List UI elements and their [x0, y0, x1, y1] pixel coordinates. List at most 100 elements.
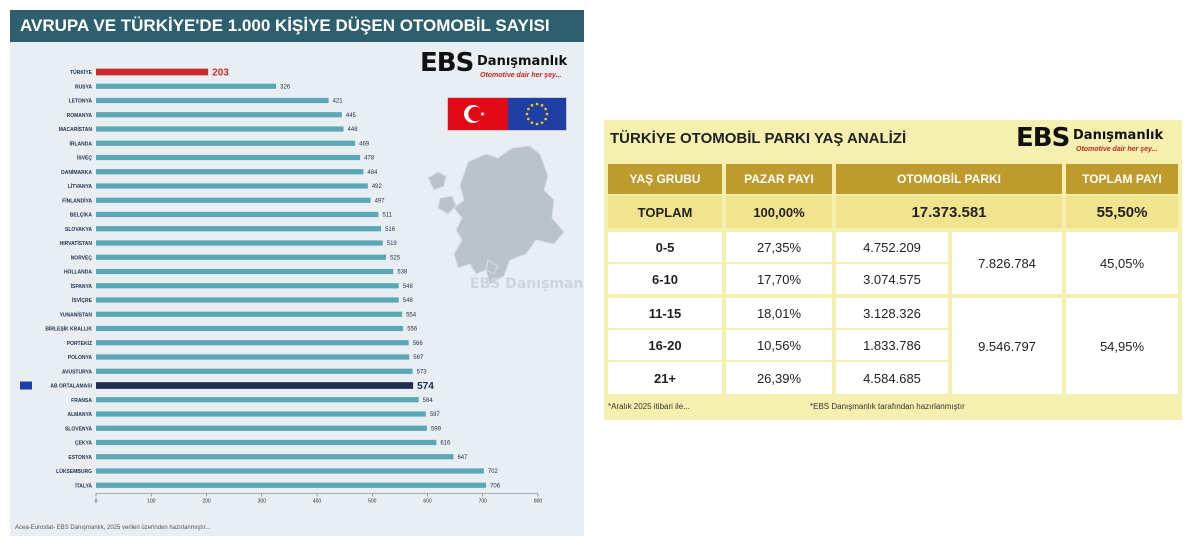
row-share: 26,39%: [726, 362, 832, 394]
data-label: 706: [490, 483, 501, 489]
bar: [96, 425, 427, 431]
country-label: ROMANYA: [67, 113, 93, 119]
country-label: İRLANDA: [70, 140, 93, 147]
fleet-age-panel: TÜRKİYE OTOMOBİL PARKI YAŞ ANALİZİ EBS D…: [604, 120, 1182, 420]
bar: [96, 254, 387, 260]
data-label: 516: [385, 227, 396, 233]
bar: [96, 325, 404, 332]
data-label: 566: [413, 341, 424, 347]
source-note: *EBS Danışmanlık tarafından hazırlanmışt…: [810, 402, 965, 411]
country-label: İSVİÇRE: [72, 297, 93, 304]
bar: [96, 83, 277, 89]
data-label: 554: [406, 312, 417, 318]
bar: [96, 126, 344, 132]
bar: [96, 454, 454, 460]
country-label: SLOVENYA: [65, 426, 92, 432]
row-share: 10,56%: [726, 330, 832, 360]
x-tick-label: 100: [147, 499, 156, 505]
country-label: İSVEÇ: [77, 155, 92, 162]
data-label: 492: [372, 184, 383, 190]
total-share: 100,00%: [726, 196, 832, 228]
country-label: BELÇİKA: [70, 212, 93, 219]
row-group: 6-10: [608, 264, 722, 294]
bar-chart: EBS Danışmanlık TÜRKİYE 203 RUSYA 326 LETONY…: [20, 68, 584, 505]
x-tick-label: 400: [313, 499, 322, 505]
bar: [96, 311, 403, 317]
table-header-area: TÜRKİYE OTOMOBİL PARKI YAŞ ANALİZİ EBS D…: [604, 120, 1182, 160]
row-group: 0-5: [608, 232, 722, 262]
data-label: 525: [390, 255, 401, 261]
country-label: AVUSTURYA: [62, 369, 92, 375]
country-label: MACARİSTAN: [59, 126, 93, 133]
data-label: 573: [417, 369, 428, 375]
x-tick-label: 300: [258, 499, 267, 505]
x-tick-label: 800: [534, 499, 543, 505]
country-label: POLONYA: [68, 355, 93, 361]
row-share: 17,70%: [726, 264, 832, 294]
bar: [96, 211, 379, 218]
data-label: 203: [212, 68, 229, 79]
source-note: Acea-Eurostat- EBS Danışmanlık, 2025 ver…: [15, 525, 211, 531]
country-label: SLOVAKYA: [65, 227, 92, 233]
ebs-logo: EBS Danışmanlık Otomotive dair her şey..…: [420, 48, 568, 79]
bar: [96, 183, 368, 189]
country-label: ESTONYA: [68, 455, 92, 461]
country-label: BİRLEŞİK KRALLIK: [45, 326, 92, 333]
data-label: 574: [417, 381, 434, 392]
country-label: İSPANYA: [71, 283, 93, 290]
country-label: HOLLANDA: [64, 270, 92, 276]
row-park: 4.752.209: [836, 232, 948, 262]
x-tick-label: 0: [95, 499, 98, 505]
header-car-park: OTOMOBİL PARKI: [836, 164, 1062, 194]
bar: [96, 482, 487, 488]
country-label: FRANSA: [71, 398, 92, 404]
data-label: 548: [403, 298, 414, 304]
europe-map-icon: [427, 145, 565, 285]
header-age-group: YAŞ GRUBU: [608, 164, 722, 194]
data-label: 484: [367, 170, 378, 176]
data-label: 616: [440, 441, 451, 447]
bar: [96, 382, 414, 389]
data-label: 597: [430, 412, 441, 418]
turkey-flag-icon: [448, 98, 508, 130]
eu-flag-icon: [508, 98, 566, 130]
row-park: 1.833.786: [836, 330, 948, 360]
total-park: 17.373.581: [836, 196, 1062, 228]
header-total-share: TOPLAM PAYI: [1066, 164, 1178, 194]
x-tick-label: 700: [479, 499, 488, 505]
total-group: TOPLAM: [608, 196, 722, 228]
row-park: 3.128.326: [836, 298, 948, 328]
bar: [96, 226, 382, 232]
country-label: AB ORTALAMASI: [50, 384, 92, 390]
data-label: 445: [346, 113, 357, 119]
country-label: LİTVANYA: [68, 183, 93, 190]
bar: [96, 340, 409, 346]
header-market-share: PAZAR PAYI: [726, 164, 832, 194]
bar: [96, 112, 342, 118]
row-group: 16-20: [608, 330, 722, 360]
data-label: 567: [413, 355, 424, 361]
x-tick-label: 200: [202, 499, 211, 505]
country-label: İTALYA: [75, 482, 92, 489]
data-label: 326: [280, 84, 291, 90]
bar: [96, 368, 413, 374]
row-share: 27,35%: [726, 232, 832, 262]
country-label: DANİMARKA: [61, 169, 92, 176]
country-label: LÜKSEMBURG: [56, 468, 92, 475]
bar: [96, 197, 371, 203]
eu-badge-icon: [20, 381, 32, 390]
country-label: FİNLANDİYA: [62, 197, 92, 204]
ebs-logo: EBS Danışmanlık Otomotive dair her şey..…: [1016, 123, 1164, 153]
data-label: 448: [348, 127, 359, 133]
row-park: 3.074.575: [836, 264, 948, 294]
row-group: 11-15: [608, 298, 722, 328]
data-label: 519: [387, 241, 398, 247]
watermark-text: EBS Danışmanlık: [470, 276, 584, 292]
data-label: 497: [375, 198, 386, 204]
country-label: ALMANYA: [67, 412, 92, 418]
bar: [96, 354, 410, 360]
total-total-share: 55,50%: [1066, 196, 1178, 228]
row-group: 21+: [608, 362, 722, 394]
bar: [96, 154, 361, 161]
data-label: 584: [423, 398, 434, 404]
